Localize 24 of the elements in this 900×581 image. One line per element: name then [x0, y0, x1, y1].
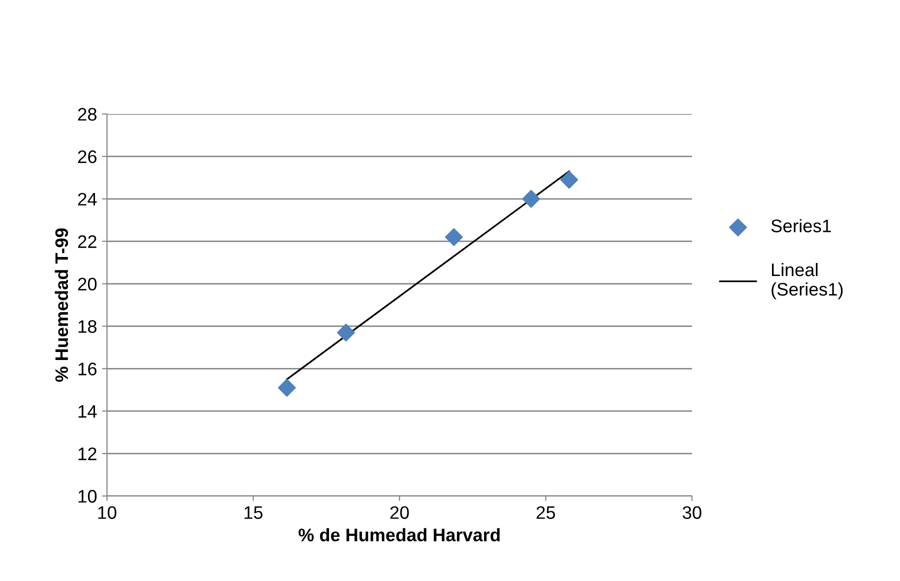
point	[337, 324, 355, 342]
y-tick-label: 16	[78, 362, 96, 376]
x-tick-label: 30	[682, 506, 702, 519]
x-tick-label: 15	[244, 506, 263, 519]
y-tick-label: 10	[78, 490, 97, 503]
y-tick-label: 12	[78, 447, 96, 460]
point	[522, 190, 540, 208]
legend-label: Lineal (Series1)	[772, 262, 843, 300]
point	[560, 170, 578, 189]
y-tick-label: 22	[78, 235, 96, 248]
y-tick-label: 28	[78, 108, 96, 121]
x-tick-label: 10	[98, 506, 116, 519]
x-axis-title: % de Humedad Harvard	[298, 528, 500, 542]
point	[444, 228, 463, 246]
y-tick-label: 20	[78, 278, 97, 290]
x-tick-label: 20	[390, 506, 409, 519]
legend-label: Series1	[771, 219, 831, 232]
y-tick-label: 18	[78, 320, 96, 333]
y-tick-label: 24	[78, 192, 97, 206]
y-axis-title: % Huemedad T-99	[54, 228, 68, 382]
y-tick-label: 26	[78, 150, 96, 164]
x-tick-label: 25	[536, 506, 556, 519]
y-tick-label: 14	[78, 405, 97, 418]
point	[278, 378, 296, 397]
